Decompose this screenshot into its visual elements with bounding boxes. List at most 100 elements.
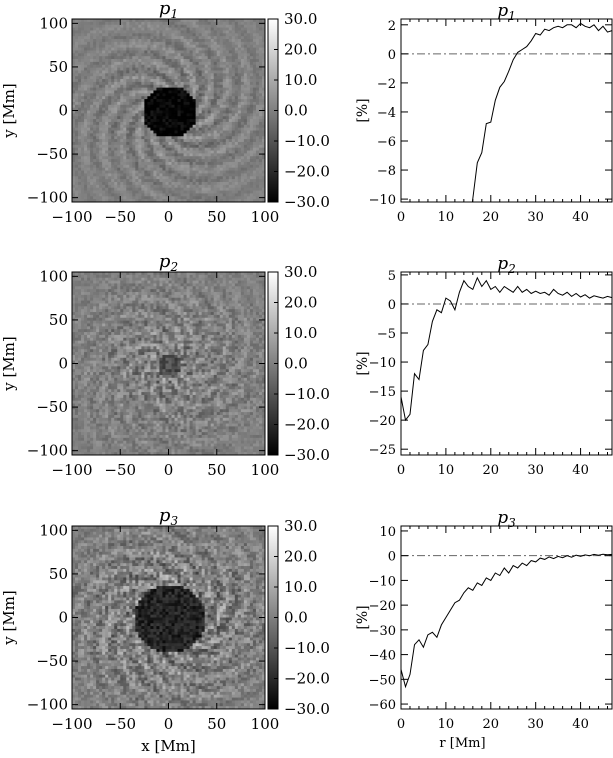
heatmap-cell: [165, 24, 169, 28]
heatmap-cell: [177, 110, 181, 114]
heatmap-cell: [99, 297, 103, 301]
heatmap-cell: [90, 383, 94, 387]
heatmap-cell: [99, 124, 103, 129]
heatmap-cell: [261, 130, 266, 134]
heatmap-cell: [195, 39, 200, 43]
heatmap-cell: [96, 357, 100, 362]
heatmap-cell: [99, 99, 103, 103]
heatmap-cell: [174, 184, 178, 189]
heatmap-cell: [75, 44, 79, 48]
heatmap-cell: [123, 136, 127, 140]
heatmap-cell: [222, 53, 227, 57]
heatmap-cell: [105, 147, 109, 151]
heatmap-cell: [234, 107, 239, 111]
heatmap-cell: [102, 309, 106, 313]
heatmap-cell: [150, 156, 154, 160]
heatmap-cell: [78, 36, 82, 40]
heatmap-cell: [252, 53, 257, 57]
heatmap-cell: [78, 363, 82, 367]
heatmap-cell: [75, 337, 79, 342]
heatmap-cell: [81, 187, 85, 191]
heatmap-cell: [162, 193, 166, 197]
heatmap-cell: [153, 153, 157, 157]
heatmap-cell: [237, 150, 242, 154]
heatmap-cell: [150, 176, 154, 180]
heatmap-cell: [144, 104, 148, 109]
heatmap-cell: [141, 84, 145, 89]
heatmap-cell: [105, 184, 109, 189]
heatmap-cell: [93, 312, 97, 316]
heatmap-cell: [180, 187, 184, 191]
heatmap-cell: [246, 113, 251, 117]
heatmap-cell: [183, 64, 187, 69]
heatmap-cell: [231, 79, 236, 83]
heatmap-cell: [126, 170, 130, 174]
heatmap-cell: [183, 187, 187, 191]
heatmap-cell: [99, 127, 103, 131]
heatmap-cell: [234, 187, 239, 191]
heatmap-cell: [87, 184, 91, 189]
heatmap-cell: [129, 30, 133, 34]
heatmap-cell: [153, 104, 157, 109]
heatmap-cell: [234, 36, 239, 40]
heatmap-cell: [72, 426, 76, 430]
heatmap-cell: [180, 50, 184, 54]
heatmap-cell: [237, 21, 242, 26]
heatmap-cell: [243, 30, 248, 34]
heatmap-cell: [249, 76, 254, 80]
heatmap-cell: [192, 73, 197, 77]
heatmap-cell: [90, 136, 94, 140]
heatmap-cell: [72, 99, 76, 103]
heatmap-cell: [111, 21, 115, 26]
heatmap-cell: [216, 170, 221, 174]
heatmap-cell: [198, 176, 203, 180]
heatmap-cell: [111, 190, 115, 194]
heatmap-cell: [117, 161, 121, 166]
heatmap-cell: [198, 61, 203, 66]
heatmap-cell: [207, 39, 212, 43]
heatmap-cell: [111, 76, 115, 80]
heatmap-cell: [156, 156, 160, 160]
heatmap-cell: [174, 150, 178, 154]
heatmap-cell: [81, 127, 85, 131]
heatmap-cell: [189, 41, 194, 46]
heatmap-cell: [72, 170, 76, 174]
heatmap-cell: [204, 139, 209, 143]
heatmap-cell: [117, 64, 121, 69]
heatmap-cell: [90, 272, 94, 276]
heatmap-cell: [189, 199, 194, 203]
heatmap-cell: [195, 196, 200, 200]
heatmap-cell: [162, 19, 166, 23]
heatmap-cell: [84, 297, 88, 301]
heatmap-cell: [216, 27, 221, 31]
heatmap-cell: [99, 81, 103, 86]
heatmap-cell: [96, 107, 100, 111]
heatmap-cell: [216, 161, 221, 166]
heatmap-cell: [81, 312, 85, 316]
heatmap-cell: [132, 153, 136, 157]
heatmap-cell: [87, 176, 91, 180]
heatmap-cell: [102, 349, 106, 353]
heatmap-cell: [78, 303, 82, 307]
heatmap-cell: [75, 272, 79, 276]
heatmap-cell: [249, 101, 254, 106]
heatmap-cell: [261, 47, 266, 51]
heatmap-cell: [171, 27, 175, 31]
heatmap-cell: [78, 292, 82, 296]
heatmap-cell: [78, 357, 82, 362]
heatmap-cell: [240, 30, 245, 34]
heatmap-cell: [102, 67, 106, 71]
heatmap-cell: [219, 24, 224, 28]
heatmap-cell: [75, 343, 79, 347]
heatmap-cell: [201, 104, 206, 109]
heatmap-cell: [99, 423, 103, 427]
heatmap-cell: [234, 81, 239, 86]
heatmap-cell: [81, 309, 85, 313]
heatmap-cell: [162, 150, 166, 154]
heatmap-cell: [105, 190, 109, 194]
heatmap-cell: [219, 147, 224, 151]
heatmap-cell: [114, 44, 118, 48]
heatmap-cell: [228, 33, 233, 37]
heatmap-cell: [126, 187, 130, 191]
heatmap-cell: [180, 144, 184, 149]
